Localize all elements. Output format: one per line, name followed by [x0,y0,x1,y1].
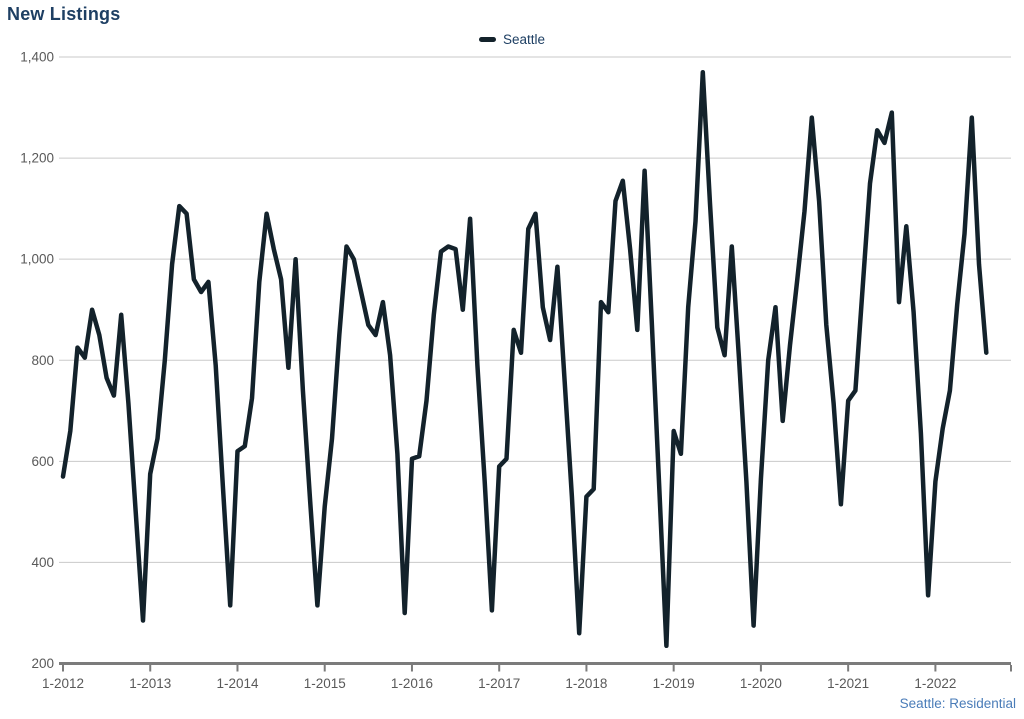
y-axis-label: 1,200 [20,151,54,166]
x-axis-label: 1-2019 [653,676,695,691]
legend: Seattle [0,32,1024,47]
y-axis-label: 600 [31,454,54,469]
y-axis-label: 1,000 [20,252,54,267]
x-axis-label: 1-2018 [565,676,607,691]
x-axis-label: 1-2022 [914,676,956,691]
legend-label: Seattle [502,32,546,47]
x-axis-label: 1-2015 [304,676,346,691]
x-axis-label: 1-2017 [478,676,520,691]
y-axis-label: 1,400 [20,50,54,65]
y-axis-label: 800 [31,353,54,368]
x-axis-label: 1-2013 [129,676,171,691]
page-title: New Listings [7,4,121,24]
x-axis-label: 1-2012 [42,676,84,691]
x-axis-label: 1-2020 [740,676,782,691]
x-axis-label: 1-2016 [391,676,433,691]
footer-note: Seattle: Residential [899,696,1016,711]
seattle-series-line [60,69,989,649]
legend-swatch [478,37,496,42]
x-axis-label: 1-2014 [216,676,259,691]
y-axis-label: 400 [31,555,54,570]
x-axis-label: 1-2021 [827,676,869,691]
y-axis-label: 200 [31,656,54,671]
